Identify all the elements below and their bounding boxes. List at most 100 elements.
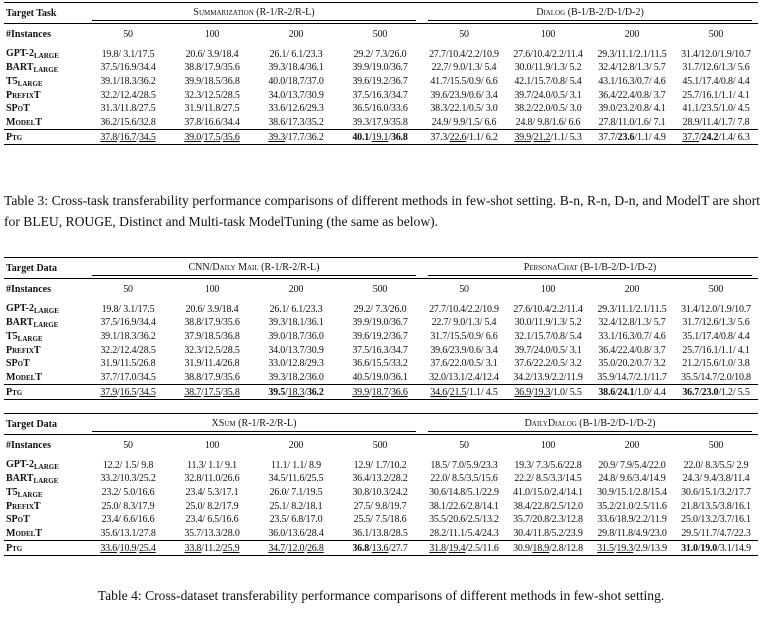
table-cell: 26.0/ 7.1/19.5 — [269, 487, 323, 499]
table-row: SPoT 31.9/11.5/26.8 31.9/11.4/26.8 33.0/12.… — [4, 357, 758, 371]
table-cell: 24.3/ 9.4/3.8/11.4 — [682, 473, 750, 485]
cell-segment: 34.5 — [138, 131, 156, 143]
table-cell: 12.2/ 1.5/ 9.8 — [102, 459, 154, 471]
table-cell: 40.0/18.7/37.0 — [268, 76, 324, 88]
instances-cell: 100 — [204, 28, 220, 40]
cell-segment: 36.6 — [390, 386, 408, 398]
cell-segment: 16.5 — [119, 386, 137, 398]
model-name: SPoT — [4, 513, 86, 527]
table-cell: 31.7/12.6/1.3/ 5.6 — [682, 317, 750, 329]
table-cell: 36.1/13.8/28.5 — [352, 528, 408, 540]
table-cell: 32.2/12.4/28.5 — [100, 344, 156, 356]
model-name-text: Ptg — [6, 131, 23, 143]
cell-segment: 26.8 — [306, 542, 324, 554]
cell-segment: 19.3 — [533, 386, 551, 398]
instances-cell: 500 — [708, 283, 724, 295]
table-cell: 39.1/18.3/36.2 — [100, 76, 156, 88]
model-size-subscript: LARGE — [33, 307, 59, 315]
table-cell: 39.3/18.4/36.1 — [268, 62, 324, 74]
table-cell: 27.5/ 9.8/19.7 — [353, 500, 407, 512]
table-cell: 39.9/18.7/36.6 — [338, 384, 422, 401]
instances-cell: 100 — [204, 283, 220, 295]
table-cell: 34.7/12.0/26.8 — [254, 540, 338, 557]
table-cell: 39.0/18.7/36.0 — [268, 331, 324, 343]
table-cell: 39.7/24.0/0.5/ 3.1 — [514, 344, 582, 356]
table-cell: 30.0/11.9/1.3/ 5.2 — [514, 62, 582, 74]
table-cell: 35.6/13.1/27.8 — [100, 528, 156, 540]
model-size-subscript: LARGE — [33, 52, 59, 60]
target-data-label: Target Data — [6, 262, 58, 274]
cell-segment: 38.6 — [598, 386, 616, 398]
instances-cell: 500 — [708, 28, 724, 40]
table-cell: 31.4/12.0/1.9/10.7 — [681, 48, 751, 60]
cell-segment: 19.0 — [700, 542, 718, 554]
group-header-personachat: PersonaChat (B-1/B-2/D-1/D-2) — [428, 260, 752, 276]
target-data-label: Target Data — [6, 418, 58, 430]
instances-cell: 50 — [459, 283, 469, 295]
table-cell: 23.4/ 5.3/17.1 — [185, 487, 239, 499]
table-cell: 31.3/11.8/27.5 — [100, 103, 156, 115]
table-cell: 35.7/20.8/2.3/12.8 — [513, 514, 583, 526]
table-cell: 27.8/11.0/1.6/ 7.1 — [598, 117, 666, 129]
cell-segment: 36.8 — [390, 131, 408, 143]
table-cell: 36.0/13.6/28.4 — [268, 528, 324, 540]
table-cell: 23.4/ 6.6/16.6 — [101, 514, 155, 526]
target-task-label: Target Task — [6, 7, 57, 19]
table-cell: 36.2/15.6/32.8 — [100, 117, 156, 129]
cell-segment: 27.7 — [390, 542, 408, 554]
model-name: PrefixT — [4, 88, 86, 102]
cell-segment: 1.2 — [720, 386, 733, 398]
cell-segment: 17.5 — [203, 386, 221, 398]
model-name-text: BART — [6, 472, 34, 484]
table-cell: 25.1/ 8.2/18.1 — [269, 500, 323, 512]
cell-segment: 37.9 — [100, 386, 118, 398]
instances-cell: 100 — [540, 28, 556, 40]
model-name-text: Ptg — [6, 386, 23, 398]
cell-segment: 24.2 — [701, 131, 719, 143]
model-name: BARTLARGE — [4, 472, 86, 486]
model-name: PrefixT — [4, 343, 86, 357]
cell-segment: 1.0 — [552, 386, 565, 398]
model-name: SPoT — [4, 102, 86, 116]
model-name-text: ModelT — [6, 117, 42, 129]
table-cell: 37.5/16.3/34.7 — [352, 89, 408, 101]
table-row: T5LARGE 23.2/ 5.0/16.6 23.4/ 5.3/17.1 26.0/… — [4, 486, 758, 500]
table-cell: 41.0/15.0/2.4/14.1 — [513, 487, 583, 499]
cell-segment: 36.7 — [682, 386, 700, 398]
cell-segment: 5.5 — [567, 386, 582, 398]
model-size-subscript: LARGE — [17, 334, 43, 343]
table-cell: 34.0/13.7/30.9 — [268, 344, 324, 356]
table-cell: 30.0/11.9/1.3/ 5.2 — [514, 317, 582, 329]
cell-segment: 3.1 — [719, 542, 732, 554]
table-cell: 39.9/19.0/36.7 — [352, 62, 408, 74]
cell-segment: 13.6 — [371, 542, 389, 554]
table-cell: 30.4/11.8/5.2/23.9 — [513, 528, 583, 540]
cell-segment: 1.1 — [552, 131, 565, 143]
table-cell: 38.2/22.0/0.5/ 3.0 — [514, 103, 582, 115]
table-3: Target Task Summarization (R-1/R-2/R-L) … — [4, 2, 758, 146]
table-cell: 39.1/18.3/36.2 — [100, 331, 156, 343]
table-cell: 19.8/ 3.1/17.5 — [101, 303, 155, 315]
model-size-subscript: LARGE — [33, 476, 59, 485]
cell-segment: 34.6 — [430, 386, 448, 398]
table-cell: 35.2/21.0/2.5/11.6 — [597, 500, 667, 512]
instances-label: #Instances — [6, 283, 52, 295]
table-cell: 39.5/18.3/36.2 — [254, 384, 338, 401]
model-size-subscript: LARGE — [17, 79, 43, 88]
instances-cell: 50 — [123, 439, 133, 451]
cell-segment: 2.9 — [635, 542, 648, 554]
model-name: GPT-2LARGE — [4, 455, 86, 472]
instances-cell: 100 — [204, 439, 220, 451]
cell-segment: 23.0 — [701, 386, 719, 398]
cell-segment: 18.7 — [371, 386, 389, 398]
table-cell: 33.6/18.9/2.2/11.9 — [597, 514, 667, 526]
cell-segment: 34.5 — [138, 386, 156, 398]
model-size-subscript: LARGE — [33, 320, 59, 329]
table-cell: 35.9/14.7/2.1/11.7 — [597, 372, 667, 384]
table-cell: 25.7/16.1/1.1/ 4.1 — [682, 344, 750, 356]
table-row: ModelT 35.6/13.1/27.8 35.7/13.3/28.0 36.0/1… — [4, 527, 758, 541]
model-name-text: ModelT — [6, 528, 42, 540]
table-cell: 30.9/15.1/2.8/15.4 — [597, 487, 667, 499]
table-cell: 28.2/11.1/5.4/24.3 — [429, 528, 499, 540]
table-4-xsum-dailydialog: Target Data XSum (R-1/R-2/R-L) DailyDial… — [4, 413, 758, 557]
